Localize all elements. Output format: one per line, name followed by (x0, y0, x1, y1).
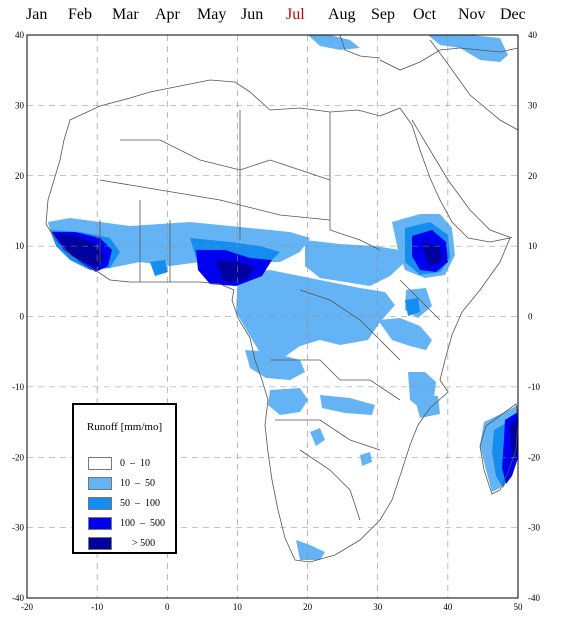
month-tab-oct[interactable]: Oct (413, 6, 437, 23)
month-tab-apr[interactable]: Apr (155, 6, 180, 23)
y-tick-label-left: -40 (12, 593, 24, 603)
y-tick-label-right: -10 (528, 382, 540, 392)
month-tab-jun[interactable]: Jun (241, 6, 264, 23)
runoff-raster-layer (48, 35, 518, 560)
legend-swatch (88, 537, 112, 550)
month-tab-jul[interactable]: Jul (286, 6, 305, 23)
x-tick-label: -20 (21, 602, 33, 612)
y-tick-label-right: 0 (528, 312, 533, 322)
y-tick-label-left: -10 (12, 382, 24, 392)
x-tick-label: 30 (373, 602, 383, 612)
lat-lon-grid (27, 35, 518, 598)
month-tab-aug[interactable]: Aug (328, 6, 356, 23)
legend-swatch (88, 497, 112, 510)
y-tick-label-left: 40 (15, 30, 25, 40)
legend-swatch (88, 457, 112, 470)
y-tick-label-left: 0 (20, 312, 25, 322)
y-tick-label-left: 20 (15, 171, 25, 181)
month-tab-nov[interactable]: Nov (458, 6, 486, 23)
month-tab-feb[interactable]: Feb (68, 6, 92, 23)
legend: Runoff [mm/mo] 0 – 10 10 – 50 50 – 100 100 … (72, 403, 177, 554)
y-tick-label-left: -30 (12, 523, 24, 533)
legend-item: 0 – 10 (84, 457, 174, 472)
month-tab-mar[interactable]: Mar (112, 6, 139, 23)
x-tick-label: 10 (233, 602, 243, 612)
x-tick-label: 20 (303, 602, 313, 612)
legend-item: 50 – 100 (84, 497, 174, 512)
y-tick-label-right: 40 (528, 30, 538, 40)
month-tab-jan[interactable]: Jan (26, 6, 48, 23)
month-selector: Jan Feb Mar Apr May Jun Jul Aug Sep Oct Nov Dec (0, 0, 568, 32)
y-tick-label-right: -40 (528, 593, 540, 603)
legend-label: > 500 (132, 538, 156, 549)
y-tick-label-left: -20 (12, 452, 24, 462)
y-tick-label-right: 20 (528, 171, 538, 181)
y-tick-label-right: -30 (528, 523, 540, 533)
x-tick-label: 0 (165, 602, 170, 612)
y-tick-label-right: 30 (528, 100, 538, 110)
month-tab-may[interactable]: May (197, 6, 227, 23)
legend-label: 50 – 100 (120, 498, 160, 509)
legend-label: 100 – 500 (120, 518, 165, 529)
legend-label: 10 – 50 (120, 478, 155, 489)
legend-item: > 500 (84, 537, 174, 552)
legend-swatch (88, 477, 112, 490)
x-tick-label: -10 (91, 602, 103, 612)
plot-frame (26, 34, 519, 599)
legend-item: 10 – 50 (84, 477, 174, 492)
x-tick-label: 50 (514, 602, 524, 612)
month-tab-dec[interactable]: Dec (500, 6, 526, 23)
legend-label: 0 – 10 (120, 458, 150, 469)
month-tab-sep[interactable]: Sep (371, 6, 395, 23)
runoff-class-above-500 (56, 234, 518, 458)
y-tick-label-left: 10 (15, 241, 25, 251)
y-tick-label-right: -20 (528, 452, 540, 462)
legend-title: Runoff [mm/mo] (86, 421, 163, 433)
legend-swatch (88, 517, 112, 530)
x-tick-label: 40 (443, 602, 453, 612)
legend-item: 100 – 500 (84, 517, 174, 532)
y-tick-label-left: 30 (15, 100, 25, 110)
y-tick-label-right: 10 (528, 241, 538, 251)
axis-ticks: -20 -10 0 10 20 30 40 50 40 30 20 10 0 -10 -20 -30 -40 40… (12, 30, 540, 612)
